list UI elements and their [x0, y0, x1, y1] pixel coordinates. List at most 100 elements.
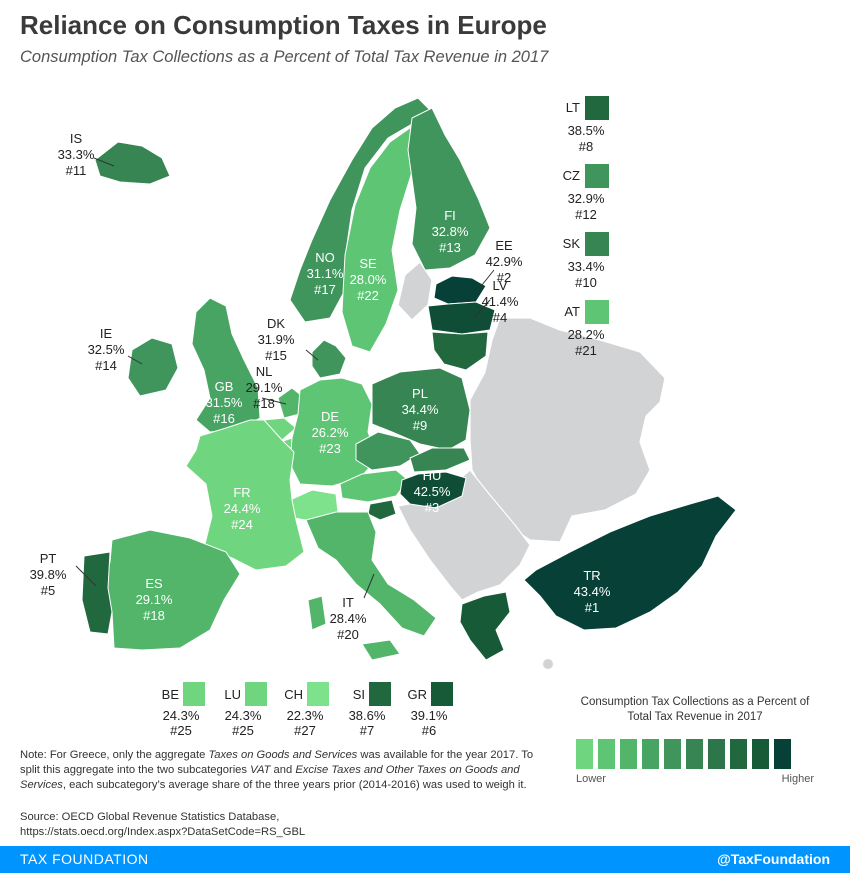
legend-bottom-code-ch: CH — [284, 687, 303, 702]
scale-swatch-2 — [598, 739, 615, 769]
map-label-rank-se: #22 — [357, 288, 379, 303]
map-label-value-gb: 31.5% — [206, 395, 243, 410]
map-label-code-se: SE — [359, 256, 377, 271]
legend-right-swatch-sk — [585, 232, 609, 256]
legend-bottom-rank-ch: #27 — [294, 723, 316, 738]
legend-bottom-code-be: BE — [162, 687, 180, 702]
country-shapes — [81, 97, 737, 661]
map-label-rank-gb: #16 — [213, 411, 235, 426]
legend-bottom-value-be: 24.3% — [163, 708, 200, 723]
map-label-code-dk: DK — [267, 316, 285, 331]
legend-bottom: BE24.3%#25LU24.3%#25CH22.3%#27SI38.6%#7G… — [162, 682, 453, 738]
map-label-rank-ee: #2 — [497, 270, 511, 285]
map-label-code-es: ES — [145, 576, 163, 591]
leader-ee — [477, 269, 495, 291]
legend-right-value-at: 28.2% — [568, 327, 605, 342]
map-label-value-nl: 29.1% — [246, 380, 283, 395]
map-label-value-no: 31.1% — [307, 266, 344, 281]
footer-bar: TAX FOUNDATION @TaxFoundation — [0, 846, 850, 873]
country-fr — [185, 419, 305, 571]
scale-swatch-10 — [774, 739, 791, 769]
map-label-code-fi: FI — [444, 208, 456, 223]
legend-right-value-lt: 38.5% — [568, 123, 605, 138]
legend-right-code-lt: LT — [566, 100, 580, 115]
legend-right-value-sk: 33.4% — [568, 259, 605, 274]
leader-it — [363, 573, 375, 599]
country-it-sardinia — [307, 595, 327, 631]
page-title: Reliance on Consumption Taxes in Europe — [20, 10, 547, 40]
scale-high-label: Higher — [781, 773, 814, 785]
legend-bottom-code-lu: LU — [224, 687, 241, 702]
legend-right-swatch-at — [585, 300, 609, 324]
legend-bottom-code-gr: GR — [408, 687, 428, 702]
map-label-code-no: NO — [315, 250, 335, 265]
scale-ends: Lower Higher — [576, 773, 814, 785]
country-fi — [407, 107, 491, 271]
note-mid-1: was available for the year 2017. To spli… — [20, 749, 534, 777]
legend-right-rank-at: #21 — [575, 343, 597, 358]
legend-right-rank-lt: #8 — [579, 139, 593, 154]
country-ie — [127, 337, 179, 397]
scale-title: Consumption Tax Collections as a Percent… — [580, 696, 810, 723]
country-si — [367, 499, 397, 521]
map-label-value-es: 29.1% — [136, 592, 173, 607]
footnote: Note: For Greece, only the aggregate Tax… — [20, 748, 548, 794]
legend-bottom-value-si: 38.6% — [349, 708, 386, 723]
map-label-rank-ie: #14 — [95, 358, 117, 373]
scale-swatch-4 — [642, 739, 659, 769]
legend-bottom-rank-gr: #6 — [422, 723, 436, 738]
map-label-rank-pl: #9 — [413, 418, 427, 433]
country-it — [305, 511, 437, 637]
note-mid-2: and — [270, 764, 296, 777]
legend-bottom-rank-si: #7 — [360, 723, 374, 738]
legend-right-code-sk: SK — [563, 236, 581, 251]
region-cyprus — [543, 659, 553, 669]
note-em-vat: VAT — [250, 764, 271, 777]
legend-bottom-rank-lu: #25 — [232, 723, 254, 738]
legend-right-swatch-cz — [585, 164, 609, 188]
country-dk — [311, 339, 347, 379]
country-pt — [81, 551, 113, 635]
map-label-rank-lv: #4 — [493, 310, 507, 325]
scale-swatch-7 — [708, 739, 725, 769]
country-gr — [459, 591, 511, 661]
country-se — [341, 127, 421, 353]
map-label-rank-hu: #3 — [425, 500, 439, 515]
legend-right-code-cz: CZ — [563, 168, 580, 183]
leader-is — [93, 157, 115, 167]
map-label-code-gb: GB — [215, 379, 234, 394]
map-label-code-it: IT — [342, 595, 354, 610]
map-label-value-tr: 43.4% — [574, 584, 611, 599]
footer-brand[interactable]: TAX FOUNDATION — [20, 851, 149, 867]
legend-right-rank-cz: #12 — [575, 207, 597, 222]
region-russia-north — [397, 261, 433, 321]
map-label-rank-tr: #1 — [585, 600, 599, 615]
map-label-value-it: 28.4% — [330, 611, 367, 626]
map-label-value-ee: 42.9% — [486, 254, 523, 269]
note-em-excise: Excise Taxes and Other Taxes on Goods an… — [20, 764, 520, 792]
map-label-rank-fi: #13 — [439, 240, 461, 255]
map-label-value-lv: 41.4% — [482, 294, 519, 309]
legend-bottom-swatch-ch — [307, 682, 329, 706]
map-label-code-hu: HU — [423, 468, 442, 483]
map-label-code-lv: LV — [493, 278, 508, 293]
country-cz — [355, 431, 421, 471]
map-label-value-se: 28.0% — [350, 272, 387, 287]
country-sk — [409, 447, 471, 473]
source-url[interactable]: https://stats.oecd.org/Index.aspx?DataSe… — [20, 826, 306, 838]
country-lv — [427, 301, 496, 335]
legend-bottom-swatch-si — [369, 682, 391, 706]
country-hu — [399, 471, 467, 509]
map-label-value-fr: 24.4% — [224, 501, 261, 516]
page-subtitle: Consumption Tax Collections as a Percent… — [20, 48, 549, 66]
country-it-sicily — [361, 639, 401, 661]
scale-swatch-8 — [730, 739, 747, 769]
map-label-code-ee: EE — [495, 238, 513, 253]
map-label-value-dk: 31.9% — [258, 332, 295, 347]
legend-bottom-swatch-lu — [245, 682, 267, 706]
legend-bottom-rank-be: #25 — [170, 723, 192, 738]
legend-bottom-swatch-gr — [431, 682, 453, 706]
legend-bottom-swatch-be — [183, 682, 205, 706]
footer-handle[interactable]: @TaxFoundation — [717, 851, 830, 867]
